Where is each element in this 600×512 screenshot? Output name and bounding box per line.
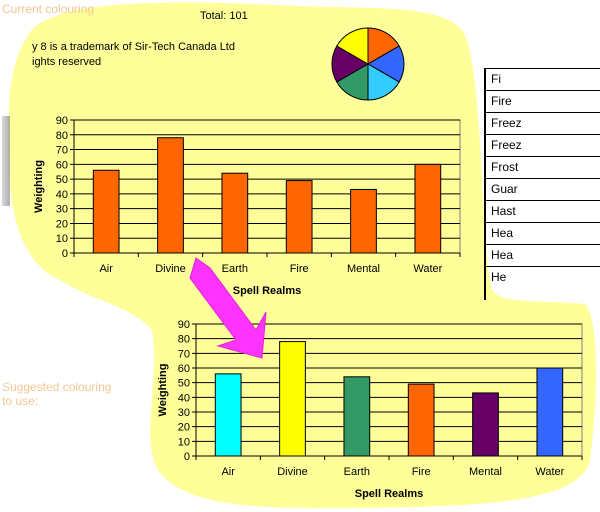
- bar: [350, 188, 377, 254]
- bar: [92, 169, 120, 254]
- spell-list-item: Hea: [486, 222, 600, 244]
- bar: [407, 383, 435, 457]
- x-axis-title: Spell Realms: [233, 285, 301, 297]
- x-tick-label: Fire: [412, 466, 431, 478]
- y-tick-label: 60: [178, 363, 190, 375]
- x-tick-label: Water: [413, 263, 442, 275]
- x-axis-title: Spell Realms: [355, 488, 423, 500]
- x-tick-label: Mental: [347, 263, 380, 275]
- y-tick-label: 70: [56, 145, 68, 157]
- rights-text: ights reserved: [32, 56, 102, 68]
- y-tick-label: 90: [56, 115, 68, 127]
- caption-suggested-line2: to use:: [2, 394, 39, 408]
- spell-list-item: Guar: [486, 178, 600, 200]
- x-tick-label: Mental: [469, 466, 502, 478]
- spell-list-item: Hea: [486, 244, 600, 266]
- x-tick-label: Earth: [222, 263, 248, 275]
- y-tick-label: 20: [178, 422, 190, 434]
- spell-list-item: Freez: [486, 112, 600, 134]
- spell-list: Fi Fire Freez Freez Frost Guar Hast Hea Hea He: [484, 68, 600, 300]
- bar: [343, 376, 371, 457]
- bar: [157, 137, 184, 254]
- y-tick-label: 80: [178, 334, 190, 346]
- trademark-text: y 8 is a trademark of Sir-Tech Canada Lt…: [32, 41, 235, 53]
- x-tick-label: Air: [99, 263, 113, 275]
- bar: [279, 341, 306, 457]
- caption-suggested-line1: Suggested colouring: [2, 380, 112, 394]
- y-tick-label: 0: [62, 248, 68, 260]
- y-tick-label: 80: [56, 130, 68, 142]
- y-tick-label: 30: [56, 204, 68, 216]
- caption-current: Current colouring: [2, 2, 95, 16]
- spell-list-item: Freez: [486, 134, 600, 156]
- spell-list-item: Fire: [486, 90, 600, 112]
- bar: [414, 163, 442, 254]
- spell-list-item: Hast: [486, 200, 600, 222]
- bar: [221, 172, 249, 254]
- y-tick-label: 70: [178, 348, 190, 360]
- y-axis-title: Weighting: [157, 364, 169, 417]
- y-tick-label: 40: [56, 189, 68, 201]
- x-tick-label: Air: [221, 466, 235, 478]
- bar: [214, 373, 242, 457]
- bar: [472, 392, 499, 457]
- y-tick-label: 10: [178, 436, 190, 448]
- y-tick-label: 40: [178, 392, 190, 404]
- x-tick-label: Divine: [155, 263, 186, 275]
- y-tick-label: 90: [178, 319, 190, 331]
- x-tick-label: Divine: [277, 466, 308, 478]
- window-edge: [2, 116, 10, 206]
- x-tick-label: Water: [535, 466, 564, 478]
- spell-list-item: He: [486, 266, 600, 288]
- spell-list-item: Fi: [486, 68, 600, 90]
- x-tick-label: Fire: [290, 263, 309, 275]
- y-tick-label: 10: [56, 233, 68, 245]
- y-tick-label: 30: [178, 407, 190, 419]
- x-tick-label: Earth: [344, 466, 370, 478]
- y-tick-label: 0: [184, 451, 190, 463]
- total-label: Total: 101: [200, 10, 248, 22]
- y-tick-label: 50: [56, 174, 68, 186]
- bar: [285, 180, 313, 254]
- pie-slice: [336, 27, 369, 65]
- bar: [536, 367, 564, 457]
- spell-list-item: Frost: [486, 156, 600, 178]
- y-axis-title: Weighting: [33, 160, 45, 213]
- y-tick-label: 60: [56, 159, 68, 171]
- y-tick-label: 20: [56, 218, 68, 230]
- y-tick-label: 50: [178, 378, 190, 390]
